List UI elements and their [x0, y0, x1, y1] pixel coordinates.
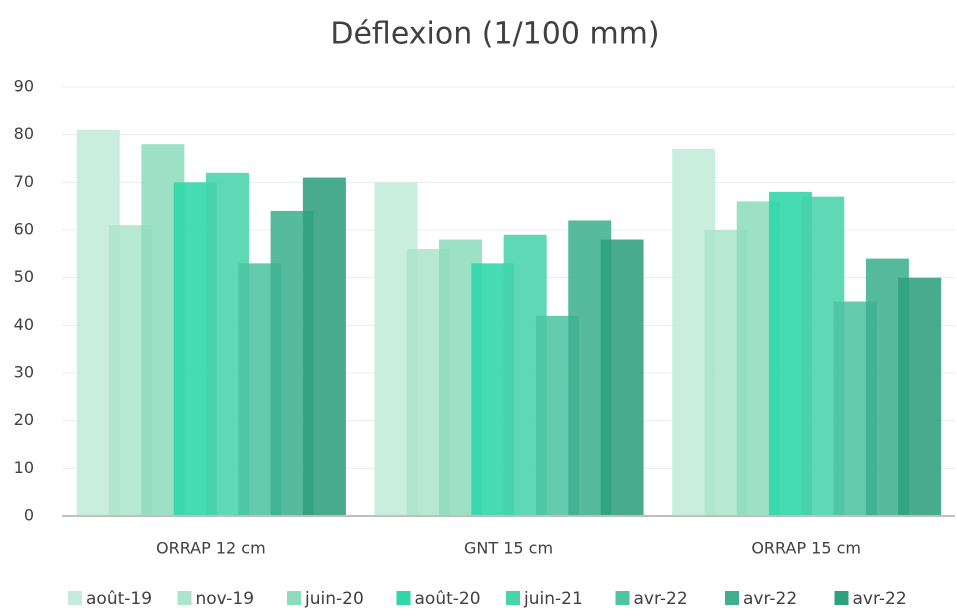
y-tick-label: 80 — [14, 124, 34, 143]
y-tick-label: 40 — [14, 315, 34, 334]
x-tick-label: ORRAP 12 cm — [156, 539, 266, 558]
y-tick-label: 90 — [14, 77, 34, 96]
bar — [600, 239, 644, 517]
legend-label: juin-20 — [304, 589, 364, 609]
legend-label: avr-22 — [853, 589, 907, 609]
legend-label: août-20 — [415, 589, 481, 609]
legend-swatch — [68, 591, 82, 605]
y-tick-label: 30 — [14, 363, 34, 382]
legend-swatch — [615, 591, 630, 605]
legend-label: avr-22 — [634, 589, 688, 609]
legend-label: juin-21 — [523, 589, 583, 609]
y-tick-label: 50 — [14, 267, 34, 286]
legend-swatch — [725, 591, 739, 605]
legend-swatch — [834, 591, 849, 605]
legend-swatch — [177, 591, 192, 605]
y-tick-label: 60 — [14, 220, 34, 239]
chart-title: Déflexion (1/100 mm) — [330, 17, 659, 52]
y-tick-label: 0 — [24, 506, 34, 525]
legend-swatch — [287, 591, 301, 605]
legend-label: août-19 — [86, 589, 152, 609]
x-tick-label: GNT 15 cm — [464, 539, 553, 558]
bar — [898, 277, 942, 516]
y-tick-label: 70 — [14, 172, 34, 191]
legend-label: avr-22 — [743, 589, 797, 609]
y-tick-label: 20 — [14, 410, 34, 429]
y-tick-label: 10 — [14, 458, 34, 477]
legend-label: nov-19 — [196, 589, 255, 609]
bar — [302, 177, 346, 517]
legend-swatch — [506, 591, 520, 605]
x-tick-label: ORRAP 15 cm — [751, 539, 861, 558]
legend-swatch — [396, 591, 411, 605]
